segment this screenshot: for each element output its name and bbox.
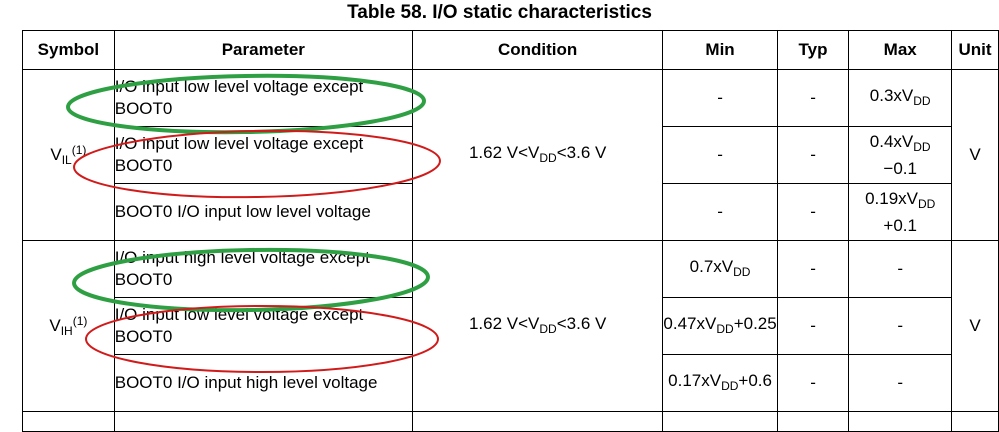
parameter-cell: BOOT0 I/O input high level voltage [113,354,413,412]
header-condition: Condition [411,30,664,70]
min-cell: - [662,126,778,184]
typ-cell: - [776,69,850,127]
max-cell: - [848,297,953,355]
table-row: VIL(1) I/O input low level voltage excep… [22,69,999,241]
min-cell: 0.7xVDD [662,240,778,298]
io-static-characteristics-table: Symbol Parameter Condition Min Typ Max U… [22,30,999,432]
table-row-partial [22,411,999,432]
parameter-cell: I/O input low level voltage except BOOT0 [113,297,413,355]
parameter-cell: I/O input low level voltage except BOOT0 [113,69,413,127]
max-cell: 0.3xVDD [848,69,953,127]
header-unit: Unit [951,30,999,70]
min-cell: - [662,69,778,127]
typ-cell: - [776,297,850,355]
parameter-cell: I/O input low level voltage except BOOT0 [113,126,413,184]
unit-vih: V [951,240,999,412]
header-min: Min [662,30,778,70]
max-cell: 0.19xVDD +0.1 [848,183,953,241]
max-cell: - [848,354,953,412]
parameter-cell: BOOT0 I/O input low level voltage [113,183,413,241]
condition-vih: 1.62 V<VDD<3.6 V [411,240,664,412]
header-max: Max [848,30,953,70]
typ-cell: - [776,354,850,412]
symbol-vil: VIL(1) [22,69,115,241]
table-title: Table 58. I/O static characteristics [347,2,652,23]
unit-vil: V [951,69,999,241]
header-parameter: Parameter [113,30,413,70]
max-cell: 0.4xVDD −0.1 [848,126,953,184]
table-row: VIH(1) I/O input high level voltage exce… [22,240,999,412]
typ-cell: - [776,183,850,241]
symbol-vih: VIH(1) [22,240,115,412]
header-symbol: Symbol [22,30,115,70]
header-row: Symbol Parameter Condition Min Typ Max U… [22,30,999,70]
min-cell: 0.17xVDD+0.6 [662,354,778,412]
min-cell: - [662,183,778,241]
parameter-cell: I/O input high level voltage except BOOT… [113,240,413,298]
min-cell: 0.47xVDD+0.25 [662,297,778,355]
typ-cell: - [776,126,850,184]
header-typ: Typ [776,30,850,70]
max-cell: - [848,240,953,298]
condition-vil: 1.62 V<VDD<3.6 V [411,69,664,241]
typ-cell: - [776,240,850,298]
